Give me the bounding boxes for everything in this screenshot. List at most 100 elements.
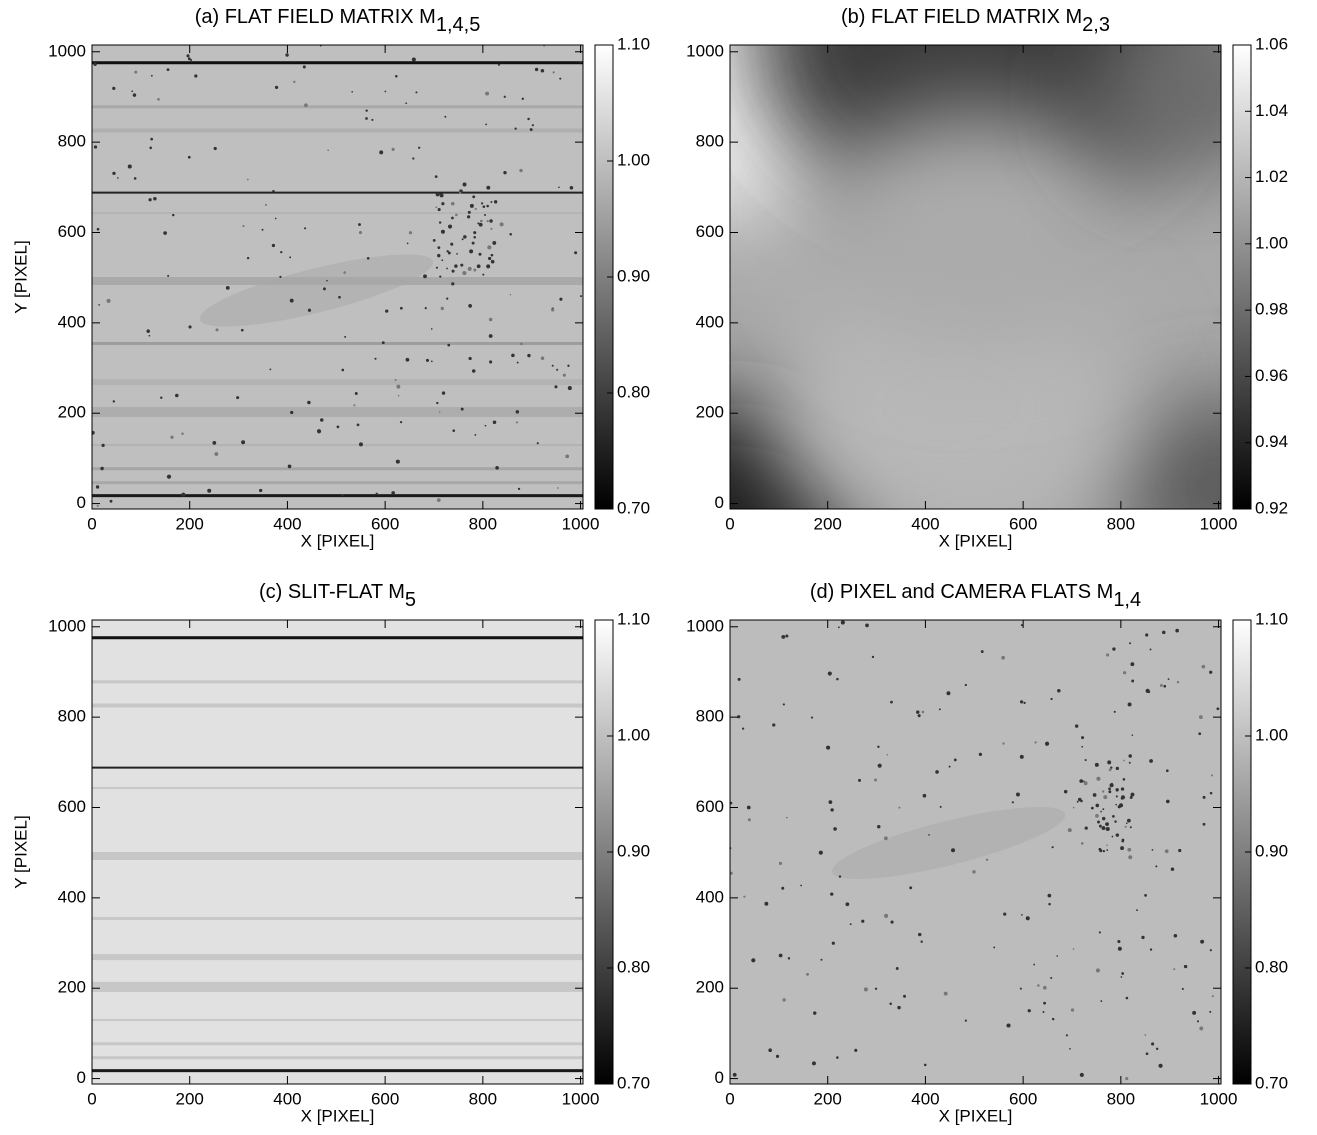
- image-speck: [828, 800, 833, 805]
- image: [730, 45, 1221, 509]
- image-speck: [1108, 787, 1111, 791]
- image-speck: [1074, 724, 1079, 728]
- image-speck: [1120, 787, 1125, 791]
- image-blob: [819, 110, 1132, 351]
- image-speck: [106, 298, 111, 303]
- colorbar-tick-label: 1.10: [617, 609, 650, 628]
- image-stripe: [92, 1069, 583, 1073]
- image-speck: [484, 424, 487, 427]
- image-speck: [488, 334, 493, 338]
- image-speck: [1216, 707, 1220, 711]
- image-speck: [778, 953, 783, 958]
- image-speck: [565, 454, 570, 459]
- image-speck: [1130, 662, 1135, 667]
- image-speck: [521, 97, 524, 100]
- image-speck: [534, 67, 539, 72]
- image-speck: [476, 264, 481, 269]
- image-speck: [559, 297, 563, 301]
- x-tick-label: 1000: [562, 514, 600, 533]
- image-speck: [170, 435, 174, 439]
- panel: (a) FLAT FIELD MATRIX M1,4,5 0 200 400 600 80…: [11, 6, 650, 550]
- image-speck: [430, 360, 433, 363]
- image-speck: [439, 193, 444, 198]
- colorbar-tick-label: 0.70: [1255, 1073, 1288, 1092]
- x-axis-label: X [PIXEL]: [939, 531, 1013, 550]
- image-speck: [836, 677, 839, 681]
- image-speck: [446, 267, 448, 270]
- image-speck: [482, 273, 485, 276]
- image-speck: [567, 386, 572, 391]
- x-tick-label: 1000: [562, 1089, 600, 1108]
- image-speck: [1202, 822, 1206, 826]
- image-speck: [379, 150, 384, 155]
- image-speck: [489, 219, 493, 223]
- x-tick-label: 800: [1107, 1089, 1135, 1108]
- image-speck: [438, 411, 441, 413]
- image-speck: [1095, 803, 1100, 808]
- image-speck: [371, 118, 374, 122]
- x-tick-label: 0: [725, 514, 734, 533]
- image-speck: [385, 309, 389, 313]
- image-speck: [953, 758, 957, 762]
- image-speck: [469, 203, 474, 208]
- image-speck: [477, 222, 480, 225]
- image-speck: [435, 266, 438, 269]
- image-speck: [830, 892, 834, 896]
- image-speck: [1108, 768, 1112, 772]
- image-speck: [274, 217, 277, 220]
- image-speck: [112, 86, 116, 91]
- image-speck: [279, 275, 282, 278]
- image-speck: [520, 342, 523, 346]
- image-speck: [316, 429, 322, 434]
- image-speck: [469, 249, 474, 254]
- image-speck: [503, 95, 506, 98]
- image-speck: [916, 710, 920, 714]
- image-speck: [440, 306, 444, 311]
- image-speck: [800, 884, 803, 887]
- image-speck: [558, 186, 560, 189]
- image-speck: [1056, 955, 1059, 957]
- image-speck: [307, 400, 311, 405]
- image-speck: [951, 848, 956, 853]
- image-speck: [554, 385, 558, 389]
- image-speck: [516, 361, 519, 364]
- image-speck: [1129, 796, 1133, 799]
- image-speck: [474, 207, 477, 210]
- image-speck: [778, 861, 783, 865]
- x-tick-label: 200: [814, 1089, 842, 1108]
- image-speck: [188, 325, 192, 329]
- y-tick-label: 0: [715, 493, 724, 512]
- image-speck: [1044, 741, 1050, 746]
- image-speck: [327, 149, 330, 152]
- image-speck: [1081, 745, 1084, 748]
- image-speck: [509, 233, 512, 236]
- title-subscript: 1,4,5: [436, 14, 480, 36]
- image-stripe: [92, 105, 583, 109]
- y-axis-label: Y [PIXEL]: [11, 240, 30, 313]
- image-speck: [485, 123, 488, 126]
- y-tick-label: 1000: [48, 616, 86, 635]
- image-speck: [1149, 948, 1153, 951]
- image-speck: [441, 259, 444, 262]
- image-speck: [100, 466, 104, 471]
- y-tick-label: 0: [715, 1068, 724, 1087]
- image-speck: [782, 998, 786, 1002]
- image-speck: [479, 219, 483, 223]
- image-speck: [1043, 1001, 1047, 1005]
- image-speck: [486, 185, 491, 190]
- image-speck: [194, 74, 198, 78]
- image-speck: [460, 407, 464, 411]
- image-speck: [326, 279, 328, 282]
- image-speck: [1164, 849, 1169, 854]
- image-speck: [1201, 664, 1206, 669]
- y-axis-label: Y [PIXEL]: [11, 815, 30, 888]
- image-speck: [450, 242, 454, 246]
- image-speck: [488, 317, 493, 322]
- image-speck: [462, 270, 467, 276]
- image-speck: [458, 191, 462, 194]
- image-speck: [1065, 1034, 1068, 1037]
- image-speck: [1159, 684, 1163, 687]
- panel: (b) FLAT FIELD MATRIX M2,3 0 200 400 600 800 1…: [686, 6, 1288, 550]
- y-tick-label: 1000: [686, 616, 724, 635]
- image-speck: [471, 369, 476, 373]
